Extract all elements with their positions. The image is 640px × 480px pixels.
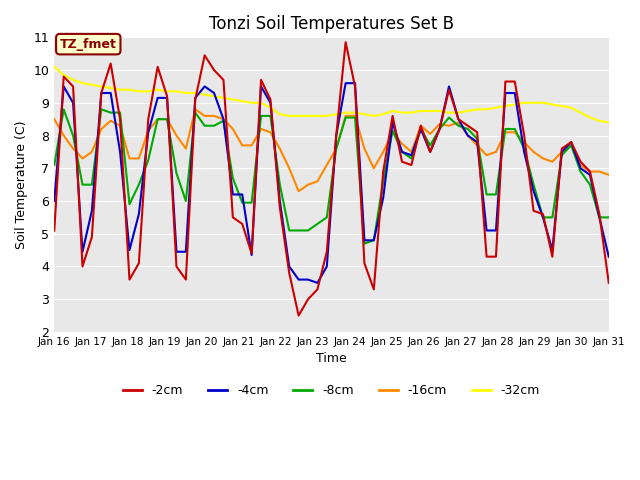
Title: Tonzi Soil Temperatures Set B: Tonzi Soil Temperatures Set B — [209, 15, 454, 33]
Y-axis label: Soil Temperature (C): Soil Temperature (C) — [15, 120, 28, 249]
Legend: -2cm, -4cm, -8cm, -16cm, -32cm: -2cm, -4cm, -8cm, -16cm, -32cm — [118, 379, 545, 402]
Text: TZ_fmet: TZ_fmet — [60, 37, 116, 51]
X-axis label: Time: Time — [316, 352, 347, 365]
